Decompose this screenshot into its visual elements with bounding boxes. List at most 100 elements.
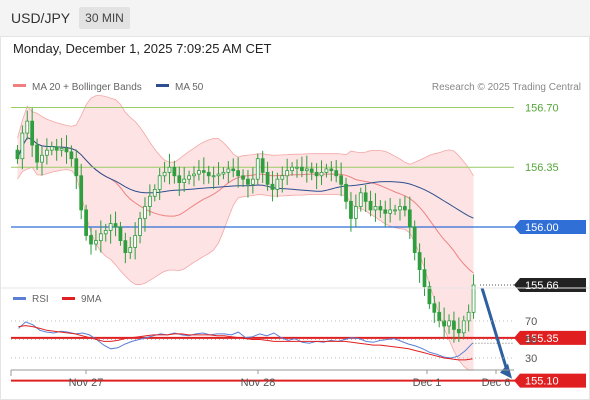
candle-body <box>388 209 393 214</box>
candle-body <box>79 175 84 211</box>
candle-body <box>452 320 456 330</box>
candle-body <box>236 170 241 177</box>
candle-body <box>147 195 152 207</box>
bollinger-upper-line <box>17 95 474 177</box>
candle-body <box>309 168 314 173</box>
candle-body <box>437 311 442 322</box>
candle-body <box>69 151 74 160</box>
candle-body <box>246 178 250 185</box>
candle-body <box>300 166 304 172</box>
candle-body <box>103 229 108 235</box>
candle-body <box>241 175 245 180</box>
rsi-ma-line <box>18 325 473 361</box>
candle-body <box>138 218 142 236</box>
candle-body <box>133 235 138 248</box>
last-price-label: 155.66 <box>525 280 559 292</box>
title-bar: USD/JPY 30 MIN <box>0 0 590 36</box>
candle-body <box>378 206 383 211</box>
candle-body <box>25 120 30 134</box>
candle-body <box>329 168 334 172</box>
chart-credit: Research © 2025 Trading Central <box>432 82 581 93</box>
candle-body <box>344 183 348 202</box>
candle-body <box>231 168 236 172</box>
candle-body <box>314 171 319 177</box>
rsi-legend-label: RSI <box>32 294 49 305</box>
candle-body <box>349 200 353 219</box>
candle-body <box>206 171 211 177</box>
candle-body <box>84 209 88 236</box>
candle-body <box>221 171 226 175</box>
candle-body <box>197 170 201 175</box>
candle-body <box>373 206 378 211</box>
legend-swatch <box>156 84 169 87</box>
candle-body <box>339 175 344 185</box>
candle-body <box>35 144 39 163</box>
pivot-label: 156.00 <box>525 222 559 234</box>
candle-body <box>442 320 446 327</box>
candle-body <box>59 148 64 151</box>
candle-body <box>20 132 25 160</box>
candle-body <box>177 175 182 183</box>
support-tag <box>514 373 586 388</box>
x-tick-label: Dec 6 <box>482 377 511 389</box>
candle-body <box>30 120 35 146</box>
candle-body <box>143 206 147 219</box>
candle-body <box>324 168 329 173</box>
candle-body <box>15 149 20 160</box>
candle-body <box>461 320 466 334</box>
candle-body <box>447 320 451 327</box>
candle-body <box>290 166 294 172</box>
support-tag <box>514 330 586 345</box>
candle-body <box>417 252 422 271</box>
legend-label: MA 50 <box>175 82 204 93</box>
candle-body <box>89 235 93 245</box>
candle-body <box>152 189 157 197</box>
x-tick-label: Nov 27 <box>69 377 104 389</box>
candle-body <box>123 240 128 253</box>
x-tick-label: Nov 28 <box>241 377 276 389</box>
rsi-legend-label: 9MA <box>81 294 102 305</box>
forecast-arrow-shaft <box>480 287 509 372</box>
candle-body <box>265 171 270 185</box>
rsi-tick-label: 70 <box>525 316 537 328</box>
candle-body <box>113 223 118 228</box>
candle-body <box>40 154 44 163</box>
candle-body <box>353 206 358 219</box>
candle-body <box>54 146 59 151</box>
candle-body <box>74 158 79 177</box>
candle-body <box>98 233 103 242</box>
candle-body <box>226 168 231 173</box>
candle-body <box>393 209 397 212</box>
candle-body <box>358 192 363 207</box>
candle-body <box>192 173 196 177</box>
legend-swatch <box>13 84 26 87</box>
candle-body <box>280 175 285 180</box>
forecast-arrow-head <box>500 363 512 379</box>
candle-body <box>471 284 476 313</box>
support-label: 155.10 <box>525 376 559 388</box>
candle-body <box>108 223 113 231</box>
instrument-label: USD/JPY <box>11 10 71 26</box>
candle-body <box>319 171 324 177</box>
legend-label: MA 20 + Bollinger Bands <box>32 82 142 93</box>
candle-body <box>172 166 177 177</box>
candle-body <box>216 173 221 177</box>
x-tick-label: Dec 1 <box>413 377 442 389</box>
candle-body <box>295 166 299 169</box>
candle-body <box>182 178 187 183</box>
candle-body <box>383 209 388 214</box>
candle-body <box>157 175 162 190</box>
candle-body <box>427 286 432 305</box>
candle-body <box>255 158 260 180</box>
support-label: 155.35 <box>525 333 559 345</box>
candle-body <box>94 240 98 245</box>
candle-body <box>368 200 373 211</box>
timeframe-button[interactable]: 30 MIN <box>79 7 130 29</box>
rsi-tick-label: 30 <box>525 353 537 365</box>
rsi-line <box>18 321 473 359</box>
candle-body <box>211 175 216 178</box>
resistance-label: 156.70 <box>525 103 559 115</box>
rsi-legend-swatch <box>13 297 26 300</box>
pivot-tag <box>514 219 586 234</box>
